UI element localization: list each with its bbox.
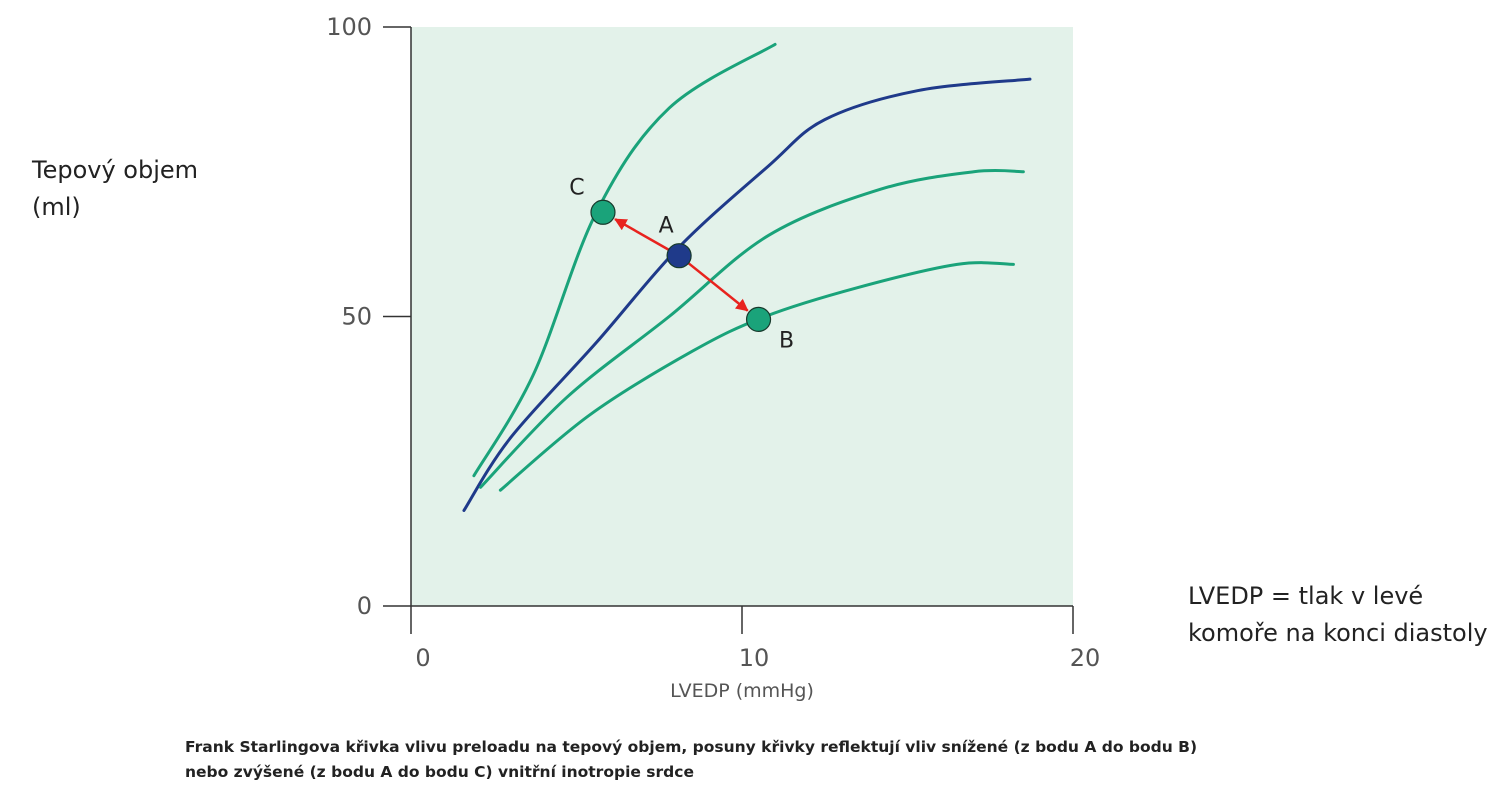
plot-area — [411, 27, 1073, 606]
curve-middle — [479, 168, 1025, 489]
x-tick-label: 10 — [739, 644, 770, 672]
y-tick-label: 0 — [357, 592, 372, 620]
arrow-a-to-b — [687, 262, 749, 312]
x-tick-label: 0 — [415, 644, 430, 672]
caption-line: Frank Starlingova křivka vlivu preloadu … — [185, 738, 1198, 756]
caption-line: nebo zvýšené (z bodu A do bodu C) vnitřn… — [185, 763, 694, 781]
y-axis-label: Tepový objem (ml) — [32, 152, 198, 226]
lvedp-definition-note: LVEDP = tlak v levé komoře na konci dias… — [1188, 578, 1488, 652]
point-label-a: A — [659, 214, 674, 239]
y-axis-label-line: (ml) — [32, 193, 81, 221]
figure-caption: Frank Starlingova křivka vlivu preloadu … — [185, 735, 1335, 785]
point-b — [745, 306, 772, 332]
y-axis-label-line: Tepový objem — [32, 156, 199, 184]
curve-normal — [462, 77, 1032, 512]
note-line: LVEDP = tlak v levé — [1188, 582, 1424, 610]
frank-starling-chart: 0 50 100 0 10 20 LVEDP (mmHg) A B C — [326, 13, 1101, 702]
point-c — [590, 199, 616, 225]
note-line: komoře na konci diastoly — [1188, 619, 1488, 647]
arrow-a-to-c — [614, 218, 670, 251]
x-axis-label: LVEDP (mmHg) — [670, 680, 814, 702]
y-tick-label: 100 — [326, 13, 372, 41]
y-tick-label: 50 — [341, 303, 372, 331]
point-label-c: C — [569, 175, 584, 200]
point-label-b: B — [779, 328, 794, 353]
point-a — [666, 243, 692, 269]
x-tick-label: 20 — [1070, 644, 1101, 672]
